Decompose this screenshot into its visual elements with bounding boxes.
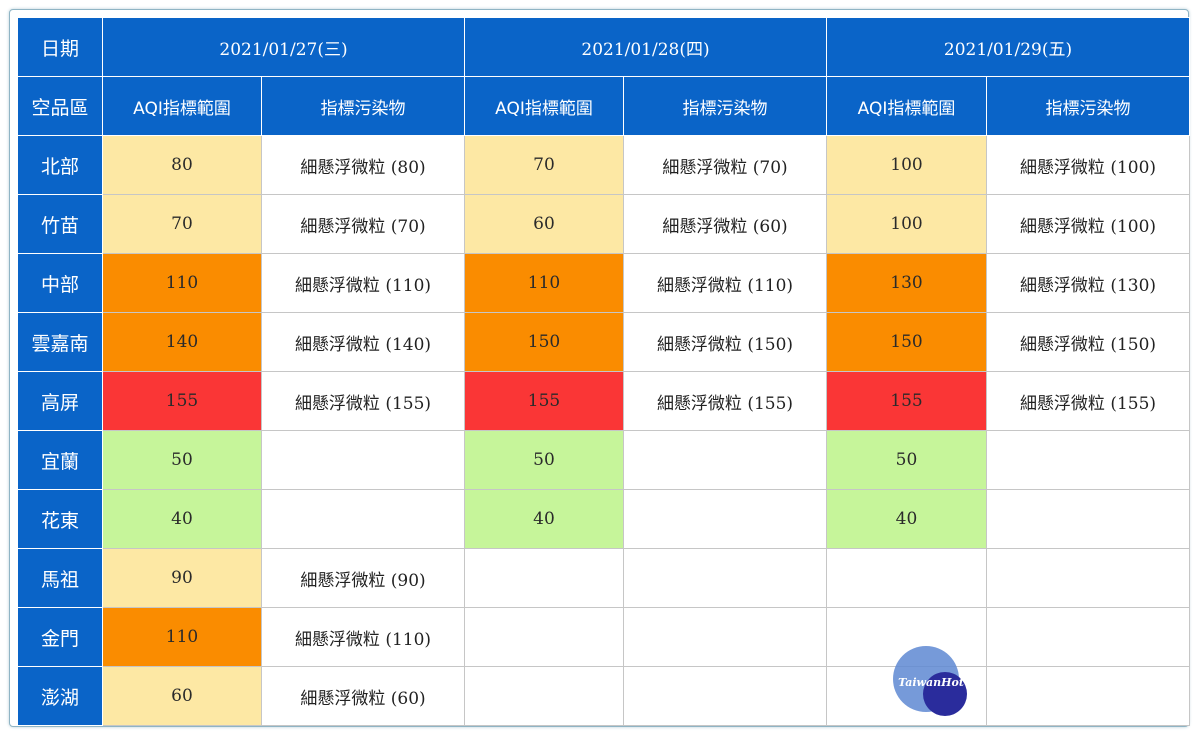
region-cell: 雲嘉南 <box>17 312 103 372</box>
aqi-value-cell: 110 <box>102 253 262 313</box>
pollutant-cell: 細懸浮微粒 (150) <box>986 312 1190 372</box>
watermark-text: TaiwanHot <box>898 676 964 689</box>
table-row: 馬祖 90 細懸浮微粒 (90) <box>17 548 1190 608</box>
table-row: 宜蘭 50 50 50 <box>17 430 1190 490</box>
pollutant-cell: 細懸浮微粒 (140) <box>261 312 465 372</box>
aqi-range-header: AQI指標範圍 <box>464 76 624 136</box>
aqi-value-cell: 50 <box>826 430 987 490</box>
pollutant-cell: 細懸浮微粒 (110) <box>623 253 827 313</box>
region-cell: 馬祖 <box>17 548 103 608</box>
aqi-value-cell: 130 <box>826 253 987 313</box>
aqi-value-cell: 70 <box>102 194 262 254</box>
table-row: 竹苗 70 細懸浮微粒 (70) 60 細懸浮微粒 (60) 100 細懸浮微粒 (100) <box>17 194 1190 254</box>
aqi-value-cell: 40 <box>102 489 262 549</box>
pollutant-cell <box>986 548 1190 608</box>
aqi-value-cell: 110 <box>102 607 262 667</box>
aqi-value-cell: 40 <box>826 489 987 549</box>
aqi-value-cell: 155 <box>464 371 624 431</box>
pollutant-cell <box>986 666 1190 726</box>
aqi-value-cell: 110 <box>464 253 624 313</box>
pollutant-cell: 細懸浮微粒 (110) <box>261 253 465 313</box>
date-header: 2021/01/29(五) <box>826 17 1190 77</box>
aqi-value-cell: 155 <box>826 371 987 431</box>
aqi-range-header: AQI指標範圍 <box>102 76 262 136</box>
pollutant-cell <box>261 489 465 549</box>
region-cell: 高屏 <box>17 371 103 431</box>
table-row: 金門 110 細懸浮微粒 (110) <box>17 607 1190 667</box>
pollutant-cell: 細懸浮微粒 (60) <box>623 194 827 254</box>
pollutant-cell: 細懸浮微粒 (110) <box>261 607 465 667</box>
pollutant-cell: 細懸浮微粒 (155) <box>623 371 827 431</box>
pollutant-cell <box>986 607 1190 667</box>
aqi-value-cell: 90 <box>102 548 262 608</box>
pollutant-cell <box>623 548 827 608</box>
aqi-value-cell: 140 <box>102 312 262 372</box>
aqi-value-cell: 150 <box>464 312 624 372</box>
region-cell: 竹苗 <box>17 194 103 254</box>
aqi-value-cell <box>826 548 987 608</box>
table-row: 高屏 155 細懸浮微粒 (155) 155 細懸浮微粒 (155) 155 細懸浮微粒 (… <box>17 371 1190 431</box>
region-cell: 宜蘭 <box>17 430 103 490</box>
region-cell: 中部 <box>17 253 103 313</box>
table-row: 花東 40 40 40 <box>17 489 1190 549</box>
aqi-value-cell: 50 <box>464 430 624 490</box>
pollutant-cell: 細懸浮微粒 (80) <box>261 135 465 195</box>
aqi-value-cell: 155 <box>102 371 262 431</box>
aqi-value-cell: 40 <box>464 489 624 549</box>
pollutant-cell <box>623 489 827 549</box>
pollutant-cell: 細懸浮微粒 (100) <box>986 194 1190 254</box>
pollutant-cell: 細懸浮微粒 (90) <box>261 548 465 608</box>
aqi-value-cell: 50 <box>102 430 262 490</box>
date-header-row: 日期 2021/01/27(三) 2021/01/28(四) 2021/01/2… <box>17 17 1190 77</box>
pollutant-cell: 細懸浮微粒 (70) <box>623 135 827 195</box>
aqi-value-cell <box>464 666 624 726</box>
aqi-value-cell: 60 <box>102 666 262 726</box>
pollutant-cell: 細懸浮微粒 (155) <box>261 371 465 431</box>
aqi-value-cell: 100 <box>826 135 987 195</box>
pollutant-cell: 細懸浮微粒 (70) <box>261 194 465 254</box>
pollutant-cell: 細懸浮微粒 (130) <box>986 253 1190 313</box>
aqi-forecast-table: 日期 2021/01/27(三) 2021/01/28(四) 2021/01/2… <box>17 17 1190 726</box>
aqi-value-cell <box>464 607 624 667</box>
subheader-row: 空品區 AQI指標範圍 指標污染物 AQI指標範圍 指標污染物 AQI指標範圍 … <box>17 76 1190 136</box>
region-cell: 北部 <box>17 135 103 195</box>
aqi-value-cell: 80 <box>102 135 262 195</box>
region-cell: 澎湖 <box>17 666 103 726</box>
pollutant-cell <box>623 430 827 490</box>
pollutant-cell: 細懸浮微粒 (100) <box>986 135 1190 195</box>
region-cell: 金門 <box>17 607 103 667</box>
aqi-range-header: AQI指標範圍 <box>826 76 987 136</box>
aqi-value-cell <box>464 548 624 608</box>
pollutant-cell <box>261 430 465 490</box>
pollutant-header: 指標污染物 <box>986 76 1190 136</box>
aqi-value-cell: 60 <box>464 194 624 254</box>
pollutant-header: 指標污染物 <box>623 76 827 136</box>
date-header: 2021/01/28(四) <box>464 17 827 77</box>
pollutant-header: 指標污染物 <box>261 76 465 136</box>
pollutant-cell <box>986 430 1190 490</box>
region-cell: 花東 <box>17 489 103 549</box>
table-row: 澎湖 60 細懸浮微粒 (60) <box>17 666 1190 726</box>
date-column-label: 日期 <box>17 17 103 77</box>
region-column-label: 空品區 <box>17 76 103 136</box>
date-header: 2021/01/27(三) <box>102 17 465 77</box>
aqi-table-body: 北部 80 細懸浮微粒 (80) 70 細懸浮微粒 (70) 100 細懸浮微粒 (100)… <box>17 135 1190 726</box>
table-row: 北部 80 細懸浮微粒 (80) 70 細懸浮微粒 (70) 100 細懸浮微粒 (100) <box>17 135 1190 195</box>
pollutant-cell <box>986 489 1190 549</box>
pollutant-cell: 細懸浮微粒 (60) <box>261 666 465 726</box>
table-row: 雲嘉南 140 細懸浮微粒 (140) 150 細懸浮微粒 (150) 150 細懸浮微粒 … <box>17 312 1190 372</box>
aqi-value-cell: 100 <box>826 194 987 254</box>
pollutant-cell: 細懸浮微粒 (150) <box>623 312 827 372</box>
aqi-value-cell: 70 <box>464 135 624 195</box>
aqi-value-cell: 150 <box>826 312 987 372</box>
pollutant-cell <box>623 607 827 667</box>
table-row: 中部 110 細懸浮微粒 (110) 110 細懸浮微粒 (110) 130 細懸浮微粒 (… <box>17 253 1190 313</box>
pollutant-cell: 細懸浮微粒 (155) <box>986 371 1190 431</box>
pollutant-cell <box>623 666 827 726</box>
taiwanhot-logo: TaiwanHot <box>893 646 969 716</box>
